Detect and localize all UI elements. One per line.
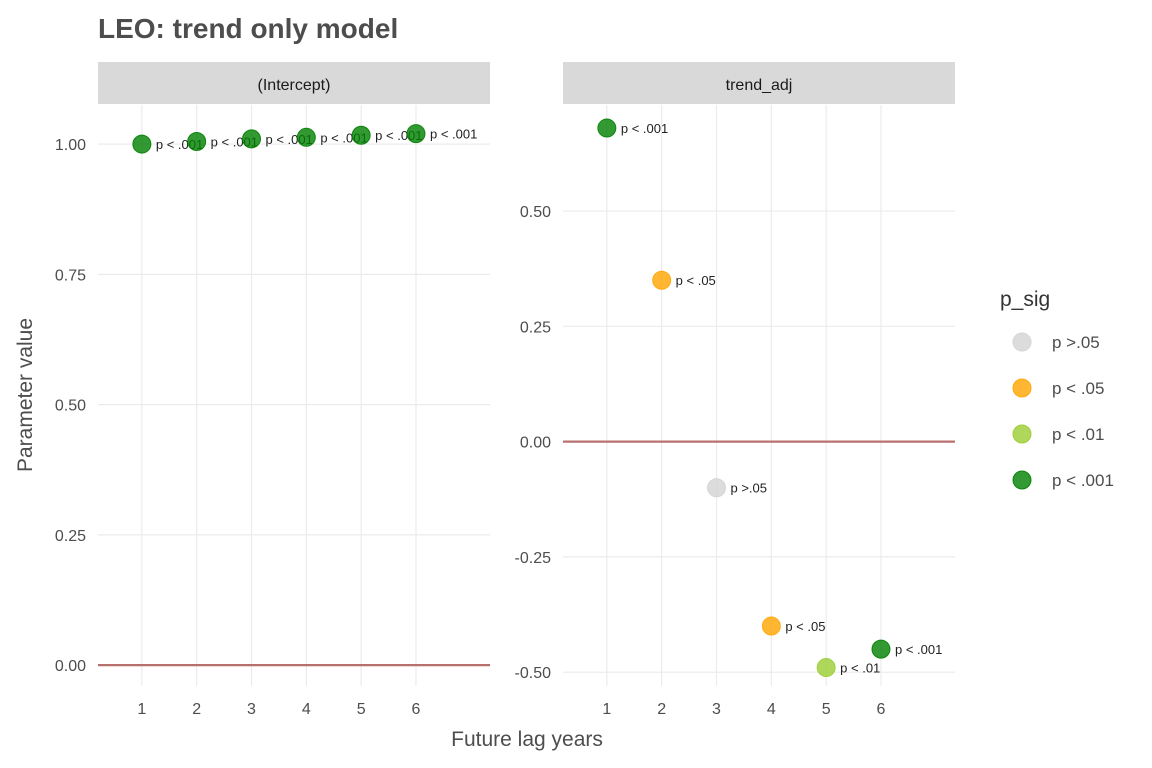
data-point	[871, 639, 891, 659]
legend-label: p < .01	[1052, 425, 1104, 444]
panel-strip	[563, 62, 955, 104]
data-point	[351, 125, 371, 145]
legend-title: p_sig	[1000, 288, 1050, 311]
x-tick-label: 5	[357, 701, 366, 718]
y-tick-label: 1.00	[55, 137, 86, 154]
data-point	[242, 129, 262, 149]
x-tick-label: 6	[877, 701, 886, 718]
x-tick-label: 6	[412, 701, 421, 718]
y-tick-label: -0.50	[515, 665, 552, 682]
data-point	[187, 131, 207, 151]
data-point-label: p < .001	[895, 642, 942, 657]
panel-strip	[98, 62, 490, 104]
y-tick-label: 0.75	[55, 267, 86, 284]
data-point	[406, 124, 426, 144]
legend-key	[1012, 470, 1032, 490]
legend-key	[1012, 424, 1032, 444]
data-point	[707, 478, 727, 498]
panel-strip-label: trend_adj	[726, 77, 793, 94]
panel-1: trend_adj -0.50 -0.25 0.00 0.25 0.50 1 2 3 4 5 6 p <…	[515, 62, 955, 718]
x-tick-label: 3	[712, 701, 721, 718]
y-tick-label: 0.50	[520, 204, 551, 221]
legend-label: p < .05	[1052, 379, 1104, 398]
data-point	[132, 134, 152, 154]
y-tick-label: 0.25	[520, 319, 551, 336]
x-tick-label: 1	[602, 701, 611, 718]
legend-label: p >.05	[1052, 333, 1100, 352]
y-tick-label: 0.25	[55, 528, 86, 545]
y-axis-title: Parameter value	[14, 318, 37, 472]
x-tick-label: 2	[657, 701, 666, 718]
data-point-label: p >.05	[731, 481, 768, 496]
panel-strip-label: (Intercept)	[258, 77, 331, 94]
data-point-label: p < .05	[785, 619, 825, 634]
x-tick-label: 2	[192, 701, 201, 718]
legend-key	[1012, 332, 1032, 352]
legend-label: p < .001	[1052, 471, 1114, 490]
x-tick-label: 3	[247, 701, 256, 718]
panel-0: (Intercept) 0.00 0.25 0.50 0.75 1.00 1 2 3 4 5 6 p <…	[55, 62, 490, 718]
data-point	[816, 658, 836, 678]
x-tick-label: 5	[822, 701, 831, 718]
data-point-label: p < .05	[676, 273, 716, 288]
legend: p_sig p >.05 p < .05 p < .01 p < .001	[1000, 288, 1114, 490]
y-tick-label: 0.00	[520, 435, 551, 452]
x-tick-label: 4	[302, 701, 311, 718]
data-point-label: p < .001	[621, 121, 668, 136]
data-point	[597, 118, 617, 138]
chart-title: LEO: trend only model	[98, 13, 398, 44]
data-point	[296, 127, 316, 147]
data-point	[761, 616, 781, 636]
data-point	[652, 270, 672, 290]
panels: (Intercept) 0.00 0.25 0.50 0.75 1.00 1 2 3 4 5 6 p <…	[55, 62, 955, 718]
y-tick-label: -0.25	[515, 550, 552, 567]
y-tick-label: 0.00	[55, 658, 86, 675]
data-point-label: p < .001	[430, 127, 477, 142]
x-tick-label: 4	[767, 701, 776, 718]
x-tick-label: 1	[137, 701, 146, 718]
data-point-label: p < .01	[840, 661, 880, 676]
y-tick-label: 0.50	[55, 398, 86, 415]
legend-key	[1012, 378, 1032, 398]
x-axis-title: Future lag years	[451, 728, 603, 751]
